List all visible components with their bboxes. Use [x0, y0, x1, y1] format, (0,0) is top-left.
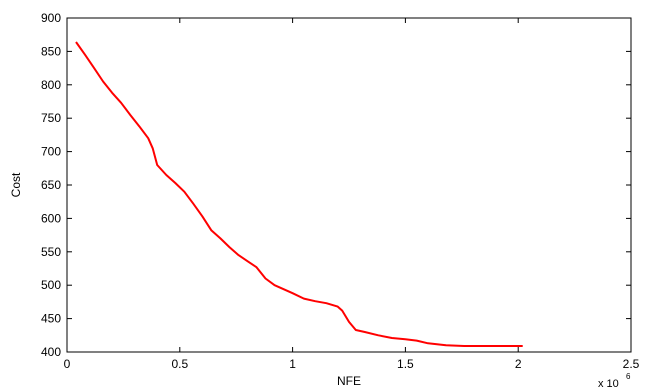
y-tick-label: 900 — [41, 11, 61, 25]
y-tick-label: 700 — [41, 145, 61, 159]
y-tick-label: 750 — [41, 111, 61, 125]
y-tick-label: 500 — [41, 278, 61, 292]
x-tick-label: 2 — [515, 357, 522, 371]
series-layer — [75, 41, 523, 347]
x-tick-label: 2.5 — [623, 357, 640, 371]
cost-series-line — [75, 41, 523, 347]
x-tick-label: 0.5 — [171, 357, 188, 371]
plot-frame — [66, 17, 632, 353]
x-multiplier-exponent: 6 — [626, 372, 631, 381]
y-tick-label: 600 — [41, 211, 61, 225]
y-tick-label: 450 — [41, 312, 61, 326]
x-tick-label: 0 — [64, 357, 71, 371]
y-axis-ticks: 400 450 500 550 600 650 700 750 800 850 900 — [41, 11, 631, 359]
x-axis-ticks: 0 0.5 1 1.5 2 2.5 — [64, 18, 640, 371]
x-multiplier-label: x 10 — [598, 378, 619, 390]
y-tick-label: 550 — [41, 245, 61, 259]
x-axis-label: NFE — [337, 374, 361, 388]
x-tick-label: 1 — [289, 357, 296, 371]
y-tick-label: 650 — [41, 178, 61, 192]
y-axis-label: Cost — [9, 172, 23, 197]
y-tick-label: 400 — [41, 345, 61, 359]
y-tick-label: 800 — [41, 78, 61, 92]
x-tick-label: 1.5 — [397, 357, 414, 371]
y-tick-label: 850 — [41, 44, 61, 58]
